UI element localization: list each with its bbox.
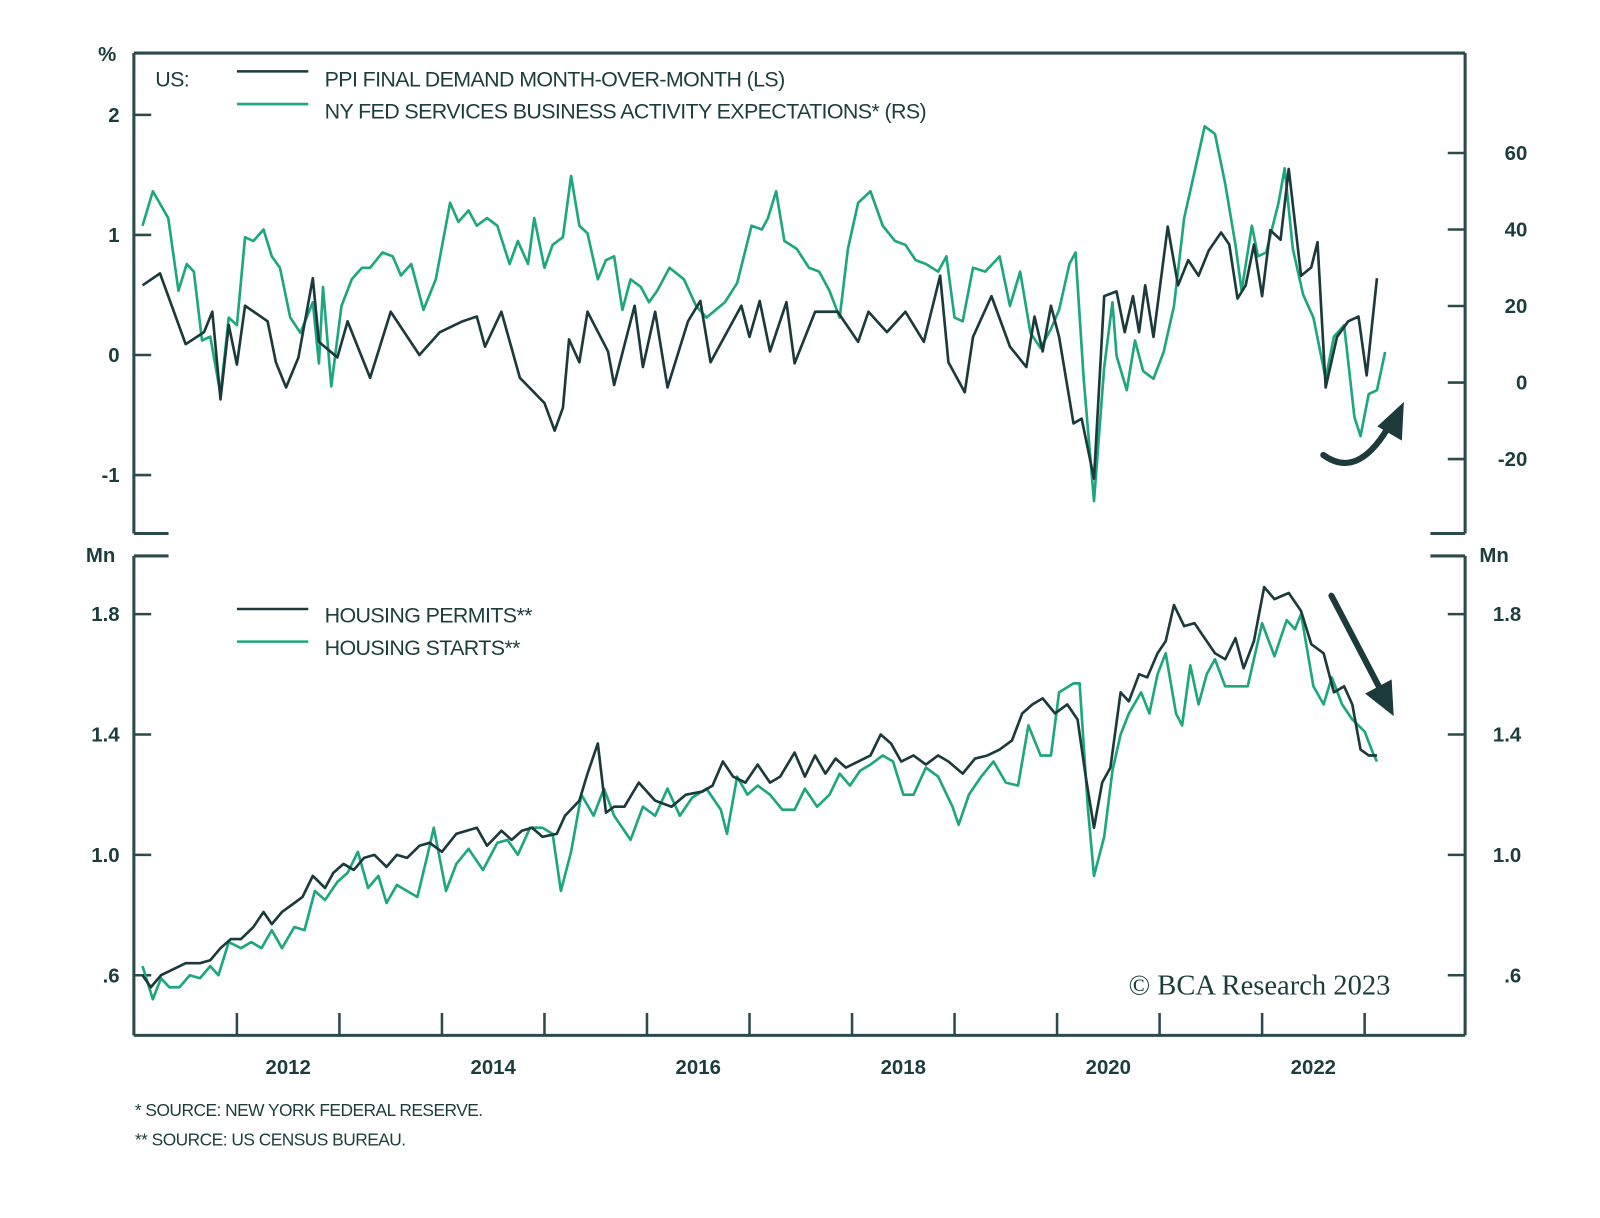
bottom-legend: HOUSING PERMITS** HOUSING STARTS** xyxy=(236,603,533,660)
left-y-tick-label: 0 xyxy=(108,345,119,367)
series-nyfed-line xyxy=(141,124,1387,503)
bottom-right-y-tick-label: 1.8 xyxy=(1493,604,1521,626)
series-lines xyxy=(141,124,1387,1001)
right-y-tick-label: 20 xyxy=(1505,296,1528,318)
bottom-right-y-tick-label: 1.0 xyxy=(1493,845,1521,867)
left-y-tick-label: 1 xyxy=(108,225,119,247)
right-y-tick-label: 0 xyxy=(1516,373,1527,395)
right-y-tick-label: 40 xyxy=(1505,220,1528,242)
series-ppi-line xyxy=(141,167,1379,480)
bottom-right-y-tick-label: 1.4 xyxy=(1493,725,1522,747)
right-y-tick-label: -20 xyxy=(1498,449,1527,471)
right-y-tick-label: 60 xyxy=(1505,143,1528,165)
series-housing-permits-line xyxy=(141,585,1377,989)
curved-up-arrow-icon xyxy=(1320,401,1404,466)
x-tick-label: 2020 xyxy=(1086,1057,1131,1079)
bottom-left-y-tick-label: 1.4 xyxy=(91,725,120,747)
legend-label-ppi: PPI FINAL DEMAND MONTH-OVER-MONTH (LS) xyxy=(325,68,785,92)
x-tick-label: 2014 xyxy=(471,1057,517,1079)
bottom-left-y-tick-label: .6 xyxy=(103,965,120,987)
top-legend: US: PPI FINAL DEMAND MONTH-OVER-MONTH (L… xyxy=(155,68,926,124)
legend-label-permits: HOUSING PERMITS** xyxy=(325,603,533,627)
left-y-tick-label: -1 xyxy=(101,465,119,487)
footnote-census: ** SOURCE: US CENSUS BUREAU. xyxy=(135,1130,406,1150)
legend-label-nyfed: NY FED SERVICES BUSINESS ACTIVITY EXPECT… xyxy=(325,99,926,123)
bottom-right-unit: Mn xyxy=(1479,545,1508,567)
x-tick-label: 2012 xyxy=(265,1057,310,1079)
x-tick-label: 2018 xyxy=(881,1057,926,1079)
bottom-left-y-tick-label: 1.8 xyxy=(91,604,119,626)
left-y-tick-label: 2 xyxy=(108,105,119,127)
region-label: US: xyxy=(155,68,189,92)
bottom-right-y-tick-label: .6 xyxy=(1504,965,1521,987)
legend-label-starts: HOUSING STARTS** xyxy=(325,636,520,660)
down-arrow-icon xyxy=(1328,592,1394,717)
axis-ticks: 2 1 0 -1 60 40 20 0 -20 1.8 1.8 1.4 1.4 1.0 1.0 .6 .6 201… xyxy=(91,105,1527,1079)
x-tick-label: 2022 xyxy=(1291,1057,1336,1079)
footnote-nyfed: * SOURCE: NEW YORK FEDERAL RESERVE. xyxy=(135,1100,483,1120)
top-left-unit: % xyxy=(98,44,116,66)
bottom-left-unit: Mn xyxy=(86,545,115,567)
bottom-left-y-tick-label: 1.0 xyxy=(91,845,119,867)
chart-frame xyxy=(132,51,1467,1037)
x-tick-label: 2016 xyxy=(676,1057,721,1079)
bca-watermark: © BCA Research 2023 xyxy=(1128,971,1390,1002)
series-housing-starts-line xyxy=(141,612,1379,1001)
